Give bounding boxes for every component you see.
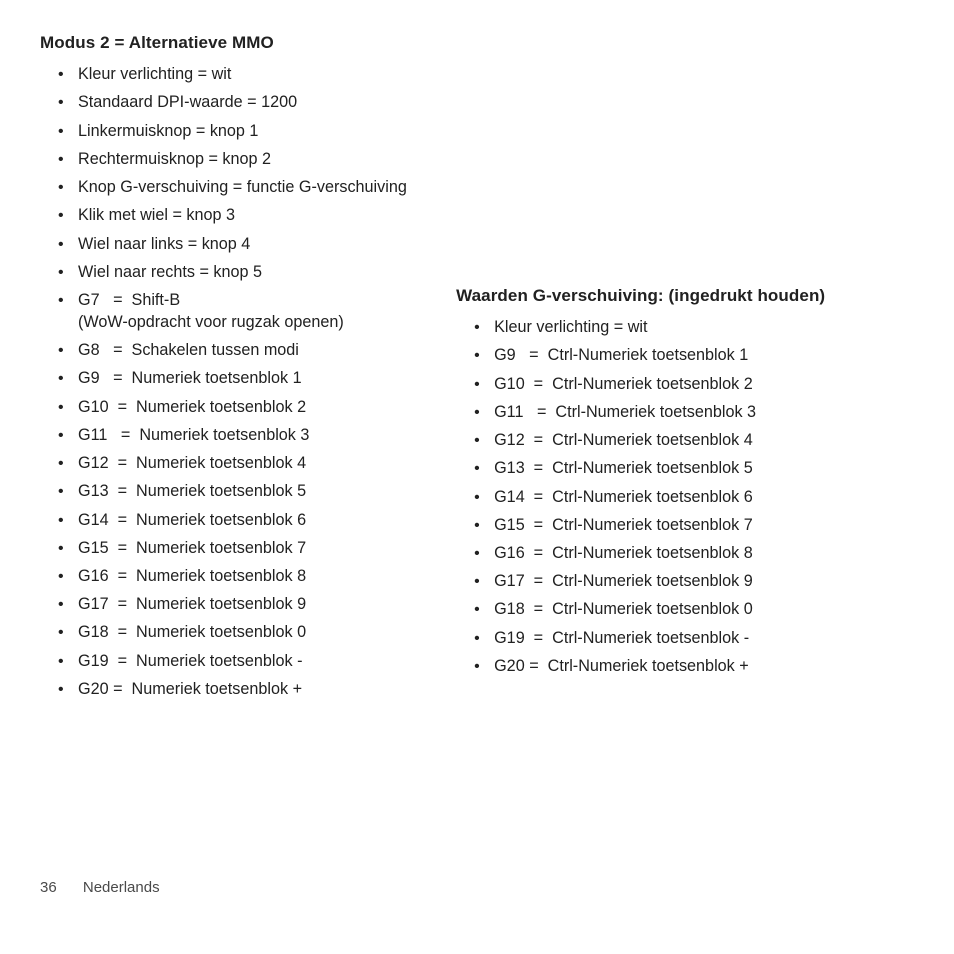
list-item: G18 = Numeriek toetsenblok 0 xyxy=(40,619,456,647)
list-item-text: Kleur verlichting = wit xyxy=(494,318,647,336)
list-item-text: G17 = Numeriek toetsenblok 9 xyxy=(78,595,306,613)
list-item-text: G11 = Numeriek toetsenblok 3 xyxy=(78,426,309,444)
list-item-text: Rechtermuisknop = knop 2 xyxy=(78,150,271,168)
right-bullet-list: Kleur verlichting = wit G9 = Ctrl-Numerie… xyxy=(456,314,914,681)
list-item: G17 = Numeriek toetsenblok 9 xyxy=(40,591,456,619)
list-item-text: G12 = Ctrl-Numeriek toetsenblok 4 xyxy=(494,431,753,449)
list-item: Rechtermuisknop = knop 2 xyxy=(40,146,456,174)
list-item-text: G20 = Numeriek toetsenblok + xyxy=(78,680,302,698)
list-item-text: G13 = Ctrl-Numeriek toetsenblok 5 xyxy=(494,459,753,477)
page-number: 36 xyxy=(40,879,57,896)
list-item-text: Kleur verlichting = wit xyxy=(78,65,231,83)
list-item: Linkermuisknop = knop 1 xyxy=(40,117,456,145)
list-item-text: G15 = Ctrl-Numeriek toetsenblok 7 xyxy=(494,516,753,534)
list-item-text: G10 = Numeriek toetsenblok 2 xyxy=(78,398,306,416)
list-item: G8 = Schakelen tussen modi xyxy=(40,337,456,365)
list-item: Klik met wiel = knop 3 xyxy=(40,202,456,230)
list-item: G20 = Numeriek toetsenblok + xyxy=(40,676,456,704)
columns-container: Modus 2 = Alternatieve MMO Kleur verlich… xyxy=(40,32,914,704)
list-item: G11 = Ctrl-Numeriek toetsenblok 3 xyxy=(456,399,914,427)
list-item: G16 = Ctrl-Numeriek toetsenblok 8 xyxy=(456,540,914,568)
left-column: Modus 2 = Alternatieve MMO Kleur verlich… xyxy=(40,32,456,704)
list-item: Knop G-verschuiving = functie G-verschui… xyxy=(40,174,456,202)
list-item-text: G20 = Ctrl-Numeriek toetsenblok + xyxy=(494,657,749,675)
list-item: G20 = Ctrl-Numeriek toetsenblok + xyxy=(456,653,914,681)
list-item-text: G15 = Numeriek toetsenblok 7 xyxy=(78,539,306,557)
list-item: G13 = Numeriek toetsenblok 5 xyxy=(40,478,456,506)
list-item-text: Wiel naar rechts = knop 5 xyxy=(78,263,262,281)
list-item: Wiel naar rechts = knop 5 xyxy=(40,259,456,287)
list-item: G16 = Numeriek toetsenblok 8 xyxy=(40,563,456,591)
list-item-text: Knop G-verschuiving = functie G-verschui… xyxy=(78,178,407,196)
list-item: Kleur verlichting = wit xyxy=(40,61,456,89)
list-item: G10 = Numeriek toetsenblok 2 xyxy=(40,393,456,421)
page-footer: 36 Nederlands xyxy=(40,879,160,896)
list-item-text: G14 = Numeriek toetsenblok 6 xyxy=(78,511,306,529)
list-item-text: G18 = Numeriek toetsenblok 0 xyxy=(78,623,306,641)
list-item: Wiel naar links = knop 4 xyxy=(40,230,456,258)
left-bullet-list: Kleur verlichting = wit Standaard DPI-waa… xyxy=(40,61,456,704)
list-item-text: G12 = Numeriek toetsenblok 4 xyxy=(78,454,306,472)
list-item-text: Klik met wiel = knop 3 xyxy=(78,206,235,224)
list-item-text: G9 = Numeriek toetsenblok 1 xyxy=(78,369,302,387)
list-item-subtext: (WoW-opdracht voor rugzak openen) xyxy=(78,312,456,334)
right-column: Waarden G-verschuiving: (ingedrukt houde… xyxy=(456,32,914,681)
list-item-text: G16 = Numeriek toetsenblok 8 xyxy=(78,567,306,585)
list-item-text: G7 = Shift-B xyxy=(78,291,180,309)
list-item: G12 = Ctrl-Numeriek toetsenblok 4 xyxy=(456,427,914,455)
list-item: G14 = Numeriek toetsenblok 6 xyxy=(40,506,456,534)
list-item-text: G14 = Ctrl-Numeriek toetsenblok 6 xyxy=(494,488,753,506)
list-item: G18 = Ctrl-Numeriek toetsenblok 0 xyxy=(456,596,914,624)
list-item: G10 = Ctrl-Numeriek toetsenblok 2 xyxy=(456,370,914,398)
list-item: G15 = Numeriek toetsenblok 7 xyxy=(40,535,456,563)
list-item-text: G8 = Schakelen tussen modi xyxy=(78,341,299,359)
list-item-text: G19 = Ctrl-Numeriek toetsenblok - xyxy=(494,629,749,647)
list-item-text: Linkermuisknop = knop 1 xyxy=(78,122,258,140)
list-item-text: G19 = Numeriek toetsenblok - xyxy=(78,652,302,670)
list-item-text: G9 = Ctrl-Numeriek toetsenblok 1 xyxy=(494,346,748,364)
document-page: Modus 2 = Alternatieve MMO Kleur verlich… xyxy=(0,0,954,954)
list-item-text: G16 = Ctrl-Numeriek toetsenblok 8 xyxy=(494,544,753,562)
list-item-text: G11 = Ctrl-Numeriek toetsenblok 3 xyxy=(494,403,756,421)
list-item: G14 = Ctrl-Numeriek toetsenblok 6 xyxy=(456,483,914,511)
list-item-text: G18 = Ctrl-Numeriek toetsenblok 0 xyxy=(494,600,753,618)
list-item: G7 = Shift-B (WoW-opdracht voor rugzak op… xyxy=(40,287,456,337)
list-item: G17 = Ctrl-Numeriek toetsenblok 9 xyxy=(456,568,914,596)
right-heading: Waarden G-verschuiving: (ingedrukt houde… xyxy=(456,285,914,308)
list-item-text: Standaard DPI-waarde = 1200 xyxy=(78,93,297,111)
list-item: G19 = Ctrl-Numeriek toetsenblok - xyxy=(456,625,914,653)
list-item: Kleur verlichting = wit xyxy=(456,314,914,342)
list-item-text: Wiel naar links = knop 4 xyxy=(78,235,250,253)
list-item: G19 = Numeriek toetsenblok - xyxy=(40,647,456,675)
list-item-text: G17 = Ctrl-Numeriek toetsenblok 9 xyxy=(494,572,753,590)
left-heading: Modus 2 = Alternatieve MMO xyxy=(40,32,456,55)
list-item-text: G13 = Numeriek toetsenblok 5 xyxy=(78,482,306,500)
list-item: G9 = Numeriek toetsenblok 1 xyxy=(40,365,456,393)
list-item: G12 = Numeriek toetsenblok 4 xyxy=(40,450,456,478)
list-item: G11 = Numeriek toetsenblok 3 xyxy=(40,422,456,450)
list-item: G15 = Ctrl-Numeriek toetsenblok 7 xyxy=(456,512,914,540)
page-language: Nederlands xyxy=(83,879,160,896)
list-item-text: G10 = Ctrl-Numeriek toetsenblok 2 xyxy=(494,375,753,393)
list-item: G13 = Ctrl-Numeriek toetsenblok 5 xyxy=(456,455,914,483)
list-item: Standaard DPI-waarde = 1200 xyxy=(40,89,456,117)
list-item: G9 = Ctrl-Numeriek toetsenblok 1 xyxy=(456,342,914,370)
